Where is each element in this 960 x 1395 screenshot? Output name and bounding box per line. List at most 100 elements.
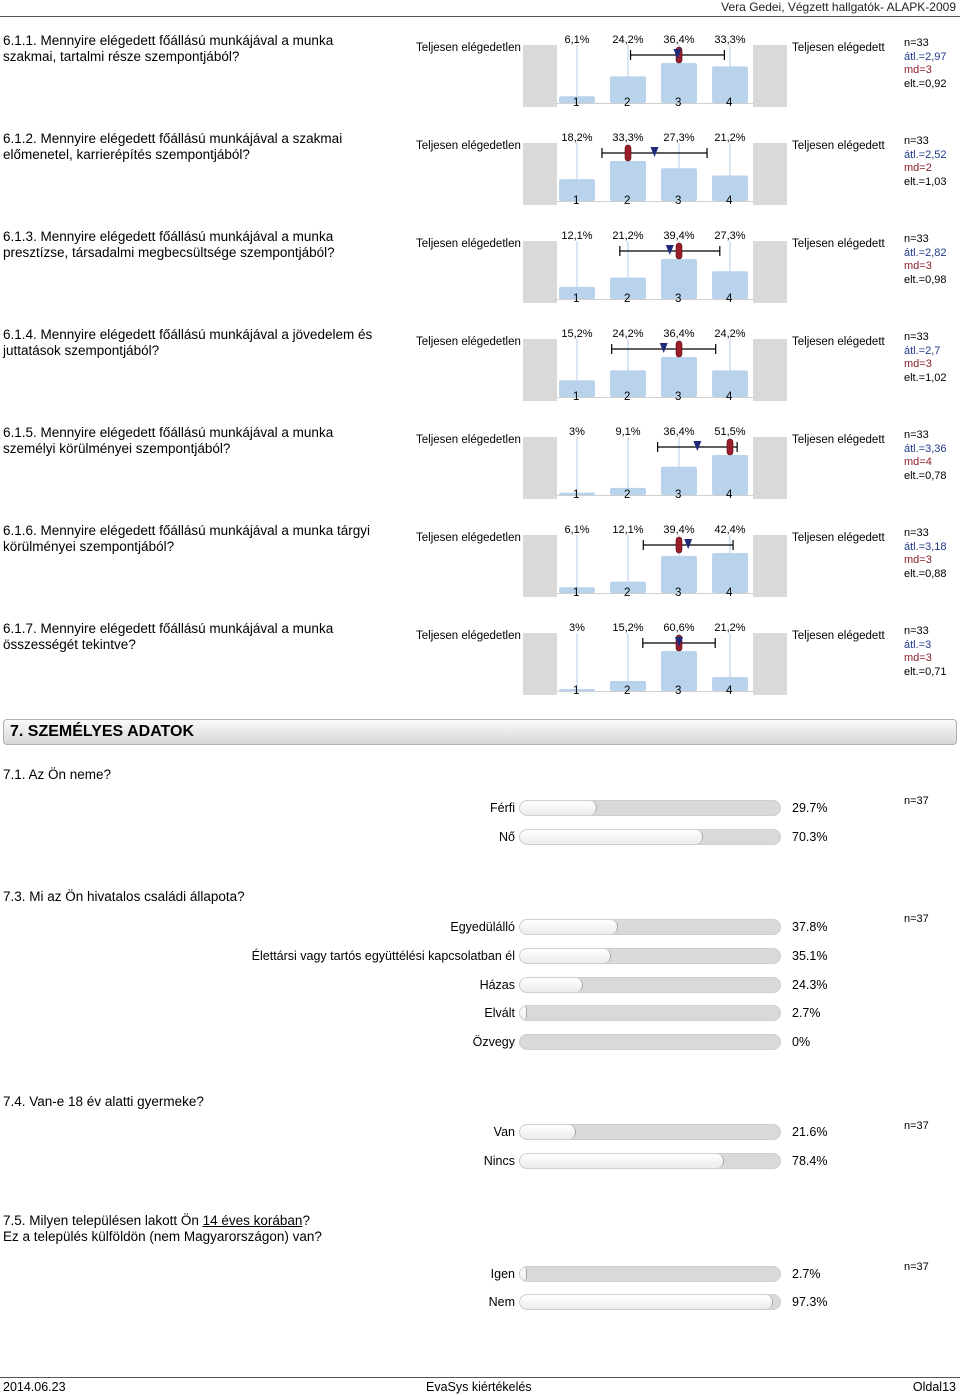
distribution-bar — [610, 277, 646, 299]
mean-marker — [684, 539, 693, 549]
scale-left-label: Teljesen elégedetlen — [416, 42, 521, 54]
distribution-chart: 6,1% 24,2% 36,4% 33,3% — [523, 34, 787, 107]
question-title: 6.1.6. Mennyire elégedett főállású munká… — [3, 523, 370, 554]
percent-label: 24,2% — [612, 34, 643, 46]
stat-mean: átl.=2,7 — [904, 344, 941, 357]
distribution-chart: 3% 9,1% 36,4% 51,5% — [523, 426, 787, 499]
median-marker — [624, 144, 632, 162]
scale-question: 6.1.6. Mennyire elégedett főállású munká… — [0, 523, 960, 621]
distribution-bar — [559, 179, 595, 201]
scale-number: 4 — [726, 587, 733, 599]
scale-question: 6.1.7. Mennyire elégedett főállású munká… — [0, 621, 960, 719]
distribution-bar — [610, 370, 646, 397]
option-row: Igen 2.7% — [0, 1265, 960, 1285]
option-label: Nő — [499, 830, 515, 844]
distribution-bar — [610, 76, 646, 103]
option-row: Nincs 78.4% — [0, 1152, 960, 1172]
option-row: Házas 24.3% — [0, 976, 960, 996]
scale-number: 3 — [675, 391, 682, 403]
distribution-bar — [712, 175, 748, 201]
stat-mean: átl.=2,97 — [904, 50, 947, 63]
question-title: 6.1.2. Mennyire elégedett főállású munká… — [3, 131, 343, 162]
distribution-bar — [559, 689, 595, 691]
distribution-chart: 6,1% 12,1% 39,4% 42,4% — [523, 524, 787, 597]
scale-number: 2 — [624, 391, 631, 403]
option-percent: 35.1% — [792, 949, 828, 963]
option-bar — [519, 1153, 781, 1169]
scale-question: 6.1.5. Mennyire elégedett főállású munká… — [0, 425, 960, 523]
scale-number: 2 — [624, 587, 631, 599]
stat-mean: átl.=3 — [904, 638, 932, 651]
scale-left-label: Teljesen elégedetlen — [416, 238, 521, 250]
question-title: 6.1.7. Mennyire elégedett főállású munká… — [3, 621, 334, 652]
option-label: Nincs — [483, 1154, 515, 1168]
scale-right-box — [753, 45, 787, 107]
scale-number: 2 — [624, 97, 631, 109]
scale-number: 4 — [726, 391, 733, 403]
scale-right-box — [753, 339, 787, 401]
stat-n: n=33 — [904, 135, 929, 147]
option-row: Van 21.6% — [0, 1123, 960, 1143]
scale-question: 6.1.1. Mennyire elégedett főállású munká… — [0, 33, 960, 131]
percent-label: 27,3% — [663, 132, 694, 144]
question-stats: n=33 átl.=2,82 md=3 elt.=0,98 — [904, 233, 947, 287]
distribution-bar — [661, 555, 697, 593]
scale-number: 2 — [624, 489, 631, 501]
option-bar — [519, 1005, 781, 1021]
median-marker — [675, 242, 683, 260]
mean-marker — [673, 49, 682, 59]
option-bar-fill — [520, 1295, 773, 1309]
distribution-bar — [559, 286, 595, 299]
percent-label: 6,1% — [564, 524, 589, 536]
stat-median: md=3 — [904, 260, 932, 272]
footer-page: Oldal13 — [912, 1380, 956, 1394]
option-bar-fill — [520, 949, 612, 963]
sample-size: n=37 — [904, 1261, 929, 1273]
option-row: Férfi 29.7% — [0, 799, 960, 819]
distribution-chart: 18,2% 33,3% 27,3% 21,2% — [523, 132, 787, 205]
percent-label: 39,4% — [663, 230, 694, 242]
question-title: 6.1.3. Mennyire elégedett főállású munká… — [3, 229, 335, 260]
question-title: 6.1.5. Mennyire elégedett főállású munká… — [3, 425, 334, 456]
distribution-bar — [712, 553, 748, 593]
distribution-bar — [661, 357, 697, 397]
scale-number: 2 — [624, 195, 631, 207]
distribution-bar — [661, 63, 697, 103]
percent-label: 27,3% — [714, 230, 745, 242]
option-percent: 2.7% — [792, 1006, 821, 1020]
mean-marker — [650, 147, 659, 157]
footer-center: EvaSys kiértékelés — [426, 1380, 532, 1394]
option-row: Nem 97.3% — [0, 1293, 960, 1313]
option-label: Élettársi vagy tartós együttélési kapcso… — [251, 949, 515, 963]
stat-median: md=3 — [904, 652, 932, 664]
scale-left-box — [523, 339, 557, 401]
distribution-bar — [559, 96, 595, 103]
option-label: Nem — [488, 1295, 515, 1309]
distribution-bar — [712, 677, 748, 691]
scale-left-box — [523, 633, 557, 695]
stat-sd: elt.=0,92 — [904, 77, 947, 90]
option-bar-fill — [520, 1125, 577, 1139]
median-marker — [675, 340, 683, 358]
stat-median: md=3 — [904, 64, 932, 76]
option-bar — [519, 1124, 781, 1140]
scale-left-label: Teljesen elégedetlen — [416, 434, 521, 446]
percent-label: 21,2% — [714, 622, 745, 634]
option-percent: 29.7% — [792, 801, 828, 815]
question-title: 6.1.4. Mennyire elégedett főállású munká… — [3, 327, 373, 358]
scale-number: 1 — [573, 489, 580, 501]
stat-sd: elt.=0,88 — [904, 567, 947, 580]
scale-number: 3 — [675, 293, 682, 305]
option-row: Egyedülálló 37.8% — [0, 918, 960, 938]
scale-number: 3 — [675, 587, 682, 599]
question-title: 7.1. Az Ön neme? — [3, 767, 112, 782]
stat-n: n=33 — [904, 625, 929, 637]
sample-size: n=37 — [904, 795, 929, 807]
percent-label: 36,4% — [663, 34, 694, 46]
scale-left-box — [523, 143, 557, 205]
stat-median: md=4 — [904, 456, 932, 468]
scale-number: 1 — [573, 293, 580, 305]
option-bar — [519, 977, 781, 993]
option-bar — [519, 919, 781, 935]
question-stats: n=33 átl.=3 md=3 elt.=0,71 — [904, 625, 947, 679]
